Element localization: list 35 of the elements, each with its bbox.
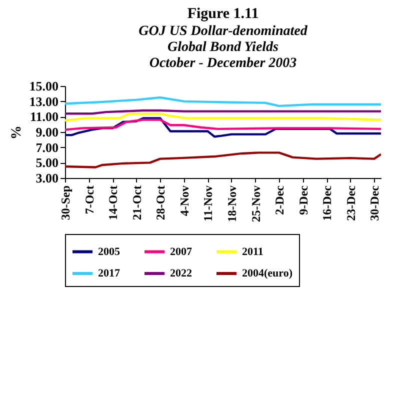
x-tick-label: 7-Oct <box>82 186 96 214</box>
y-axis-title: % <box>9 126 24 140</box>
legend-label: 2004(euro) <box>242 268 293 280</box>
legend-label: 2005 <box>98 246 120 258</box>
x-tick-label: 16-Dec <box>320 184 334 221</box>
legend-label: 2017 <box>98 268 120 280</box>
line-series <box>65 118 381 131</box>
x-tick-label: 9-Dec <box>296 184 310 215</box>
x-tick-label: 28-Oct <box>154 186 168 220</box>
x-tick-label: 21-Oct <box>130 186 144 220</box>
y-tick-label: 5.00 <box>36 155 58 170</box>
x-tick-label: 25-Nov <box>248 186 263 222</box>
legend-label: 2022 <box>170 268 192 280</box>
y-tick-label: 13.00 <box>29 94 58 109</box>
x-tick-label: 30-Dec <box>368 184 382 221</box>
x-tick-label: 11-Nov <box>201 186 216 222</box>
line-series <box>65 152 381 168</box>
x-tick-label: 2-Dec <box>272 184 287 215</box>
chart-subtitle: GOJ US Dollar-denominated Global Bond Yields October - December 2003 <box>138 24 308 71</box>
chart-title: Figure 1.11 <box>187 6 259 22</box>
x-tick-label: 14-Oct <box>106 186 120 220</box>
x-tick-label: 4-Nov <box>177 186 192 216</box>
line-series <box>65 96 381 108</box>
y-tick-label: 9.00 <box>36 124 58 140</box>
line-series <box>65 117 381 138</box>
line-series <box>65 112 381 122</box>
y-tick-label: 7.00 <box>36 140 58 155</box>
legend-label: 2007 <box>170 246 192 258</box>
y-tick-label: 3.00 <box>36 170 58 186</box>
y-tick-label: 11.00 <box>30 109 58 124</box>
legend-label: 2011 <box>242 246 264 258</box>
y-tick-label: 15.00 <box>29 78 58 94</box>
x-tick-label: 30-Sep <box>58 185 72 220</box>
x-tick-label: 23-Dec <box>344 184 358 221</box>
x-tick-label: 18-Nov <box>224 186 239 222</box>
